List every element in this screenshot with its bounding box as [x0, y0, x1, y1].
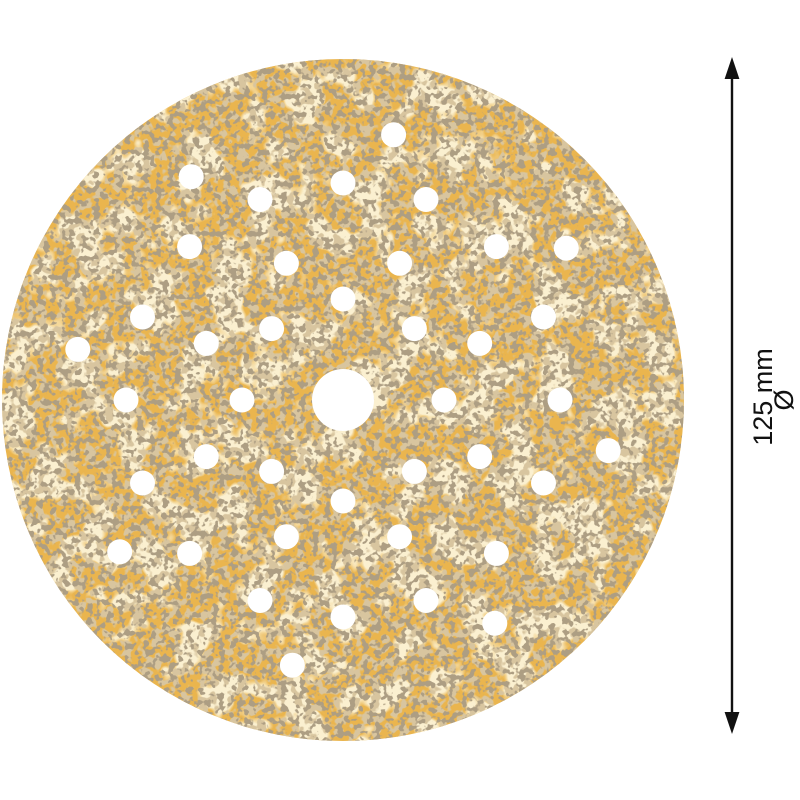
- center-hole: [312, 369, 374, 431]
- dust-extraction-hole: [595, 438, 621, 464]
- dust-extraction-hole: [387, 524, 413, 550]
- dust-extraction-hole: [273, 250, 299, 276]
- dust-extraction-hole: [65, 336, 91, 362]
- dust-extraction-hole: [247, 187, 273, 212]
- dust-extraction-hole: [387, 250, 413, 276]
- dust-extraction-hole: [483, 234, 509, 260]
- dust-extraction-hole: [381, 122, 407, 148]
- dimension-arrow-up-icon: [724, 57, 740, 79]
- dust-extraction-hole: [330, 170, 356, 196]
- dust-extraction-hole: [259, 458, 285, 484]
- dust-extraction-hole: [229, 387, 255, 413]
- dust-extraction-hole: [330, 286, 356, 312]
- dust-extraction-hole: [130, 470, 155, 496]
- dust-extraction-hole: [247, 588, 273, 613]
- dust-extraction-hole: [431, 387, 457, 413]
- dust-extraction-hole: [413, 187, 439, 212]
- dust-extraction-hole: [330, 604, 356, 630]
- dust-extraction-hole: [177, 234, 203, 260]
- diameter-dimension: 125 mm Ø: [724, 57, 799, 734]
- dust-extraction-hole: [553, 235, 579, 261]
- dust-extraction-hole: [259, 316, 285, 342]
- dust-extraction-hole: [107, 539, 133, 565]
- dust-extraction-hole: [113, 387, 139, 413]
- dust-extraction-hole: [401, 458, 427, 484]
- diameter-symbol: Ø: [769, 389, 799, 410]
- diameter-value-label: 125 mm: [748, 348, 778, 446]
- dust-extraction-hole: [547, 387, 573, 413]
- sanding-disc: [2, 59, 684, 741]
- dust-extraction-hole: [467, 444, 493, 470]
- dust-extraction-hole: [467, 330, 493, 356]
- dust-extraction-hole: [193, 444, 219, 470]
- dust-extraction-hole: [413, 588, 439, 613]
- dust-extraction-hole: [130, 304, 155, 330]
- hole-pattern: [65, 122, 621, 678]
- dust-extraction-hole: [531, 304, 556, 330]
- dust-extraction-hole: [193, 330, 219, 356]
- dust-extraction-hole: [279, 652, 305, 678]
- dust-extraction-hole: [483, 540, 509, 566]
- dust-extraction-hole: [330, 488, 356, 514]
- dimension-arrow-down-icon: [724, 712, 740, 734]
- dust-extraction-hole: [401, 316, 427, 342]
- dust-extraction-hole: [531, 470, 556, 496]
- dust-extraction-hole: [273, 524, 299, 550]
- dust-extraction-hole: [178, 164, 204, 190]
- dust-extraction-hole: [482, 610, 508, 636]
- dust-extraction-hole: [177, 540, 203, 566]
